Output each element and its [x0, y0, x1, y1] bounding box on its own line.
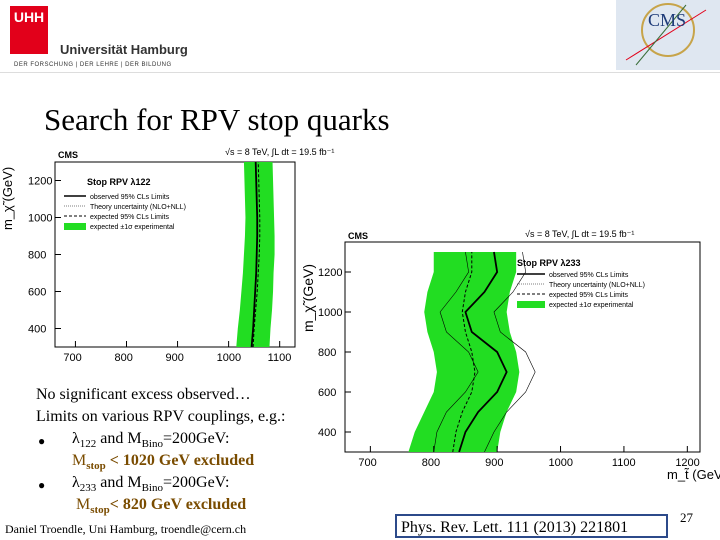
cms-logo-text: CMS	[648, 10, 686, 30]
plot2-lumi: √s = 8 TeV, ∫L dt = 19.5 fb⁻¹	[525, 229, 634, 239]
plot1-xtick-label: 800	[114, 352, 132, 364]
b1-coupling-sub: 122	[79, 438, 97, 451]
university-tagline: DER FORSCHUNG | DER LEHRE | DER BILDUNG	[14, 62, 172, 68]
limit-plot-lambda122: m_χ̃ (GeV) CMS √s = 8 TeV, ∫L dt = 19.5 …	[0, 147, 334, 364]
plot1-legend-expected: expected 95% CLs Limits	[90, 214, 169, 221]
plot2-legend-theory: Theory uncertainty (NLO+NLL)	[549, 282, 645, 289]
plot2-xtick-label: 700	[358, 457, 376, 469]
plot2-ytick-label: 1200	[318, 267, 342, 279]
plot1-ytick-label: 1000	[28, 213, 52, 225]
plot2-xtick-label: 1000	[549, 457, 573, 469]
plot2-ytick-label: 600	[318, 387, 336, 399]
limit-plot-lambda233: m_χ̃ (GeV) CMS √s = 8 TeV, ∫L dt = 19.5 …	[300, 229, 720, 482]
footer-author: Daniel Troendle, Uni Hamburg, troendle@c…	[5, 522, 247, 536]
plot2-legend-expected: expected 95% CLs Limits	[549, 292, 628, 299]
plot1-legend-observed: observed 95% CLs Limits	[90, 194, 170, 201]
plot2-expected	[452, 252, 476, 453]
b1-res-pre: M	[72, 452, 87, 469]
plot2-xtick-label: 900	[485, 457, 503, 469]
reference-box: Phys. Rev. Lett. 111 (2013) 221801	[395, 514, 668, 538]
plot2-xlabel: m_t̃ (GeV)	[667, 467, 720, 482]
plot1-legend-band: expected ±1σ experimental	[90, 224, 175, 231]
uhh-logo: UHH	[10, 6, 48, 54]
plot2-legend: Stop RPV λ233 observed 95% CLs Limits Th…	[517, 258, 645, 309]
cms-logo-graphic: CMS	[625, 3, 707, 66]
b1-and: and M	[96, 430, 142, 447]
plot1-ytick-label: 400	[28, 324, 46, 336]
bullet-1-text: λ122 and MBino=200GeV:	[72, 430, 230, 450]
plot1-cms-label: CMS	[58, 150, 78, 160]
plot2-ytick-label: 1000	[318, 307, 342, 319]
plot1-xtick-label: 700	[63, 352, 81, 364]
plot2-observed	[458, 251, 508, 453]
text-limits-intro: Limits on various RPV couplings, e.g.:	[36, 408, 286, 425]
plot1-legend-title: Stop RPV λ122	[87, 177, 151, 187]
plot2-ytick-label: 400	[318, 427, 336, 439]
b2-and: and M	[96, 474, 142, 491]
plot1-ytick-label: 800	[28, 250, 46, 262]
plot2-cms-label: CMS	[348, 231, 368, 241]
text-no-excess: No significant excess observed…	[36, 386, 251, 403]
b2-res-pre: M	[76, 496, 91, 513]
page-number: 27	[680, 510, 693, 525]
plot2-legend-band-swatch	[517, 301, 545, 308]
b2-mass-sub: Bino	[141, 482, 163, 495]
plot2-legend-band: expected ±1σ experimental	[549, 302, 634, 309]
bullet-2-result: Mstop< 820 GeV excluded	[76, 496, 246, 516]
plot2-legend-observed: observed 95% CLs Limits	[549, 272, 629, 279]
bullet-1-result: Mstop < 1020 GeV excluded	[72, 452, 254, 472]
plot1-xtick-label: 1000	[217, 352, 241, 364]
b2-mass-val: =200GeV:	[163, 474, 230, 491]
header-divider	[0, 72, 720, 73]
b2-coupling-sub: 233	[79, 482, 97, 495]
b2-res-sub: stop	[90, 504, 110, 517]
bullet-1-marker: ●	[38, 434, 46, 448]
plot2-band	[408, 252, 520, 452]
plot2-xtick-label: 1100	[612, 457, 636, 469]
plot2-legend-title: Stop RPV λ233	[517, 258, 581, 268]
plot1-ylabel: m_χ̃ (GeV)	[0, 167, 15, 230]
plot1-xtick-label: 1100	[268, 352, 292, 364]
plot2-xtick-label: 1200	[675, 457, 699, 469]
plot2-frame	[344, 241, 701, 453]
plot1-lumi: √s = 8 TeV, ∫L dt = 19.5 fb⁻¹	[225, 147, 334, 157]
plot2-xtick-label: 800	[422, 457, 440, 469]
plot1-expected	[252, 161, 261, 348]
slide-title: Search for RPV stop quarks	[44, 102, 390, 137]
university-name: Universität Hamburg	[60, 42, 188, 57]
b1-mass-val: =200GeV:	[163, 430, 230, 447]
plot1-legend: Stop RPV λ122 observed 95% CLs Limits Th…	[64, 177, 186, 231]
plot1-xtick-label: 900	[166, 352, 184, 364]
b1-res-sub: stop	[86, 460, 106, 473]
b2-coupling: λ	[72, 474, 80, 491]
plot2-theory-high	[484, 251, 536, 453]
b1-res-val: < 1020 GeV excluded	[105, 452, 255, 469]
b1-coupling: λ	[72, 430, 80, 447]
plot2-theory-low	[433, 251, 479, 453]
plot1-ytick-label: 1200	[28, 176, 52, 188]
bullet-2-marker: ●	[38, 478, 46, 492]
uhh-logo-mark: UHH	[13, 9, 45, 25]
plot2-ytick-label: 800	[318, 347, 336, 359]
b2-res-val: < 820 GeV excluded	[109, 496, 247, 513]
b1-mass-sub: Bino	[141, 438, 163, 451]
plot1-legend-band-swatch	[64, 223, 86, 230]
plot1-observed	[250, 161, 259, 348]
plot1-legend-theory: Theory uncertainty (NLO+NLL)	[90, 204, 186, 211]
plot1-band	[236, 162, 275, 347]
plot1-ytick-label: 600	[28, 287, 46, 299]
cms-logo: CMS	[616, 0, 720, 70]
plot2-ylabel: m_χ̃ (GeV)	[300, 264, 316, 332]
bullet-2-text: λ233 and MBino=200GeV:	[72, 474, 230, 494]
